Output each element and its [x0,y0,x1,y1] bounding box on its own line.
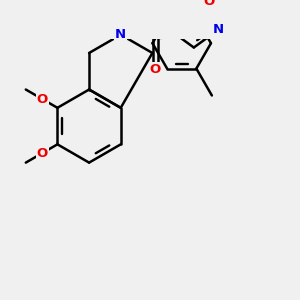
Text: O: O [203,0,214,8]
Text: O: O [150,63,161,76]
Text: O: O [37,147,48,160]
Text: O: O [37,92,48,106]
Text: N: N [115,28,126,41]
Text: N: N [213,23,224,36]
